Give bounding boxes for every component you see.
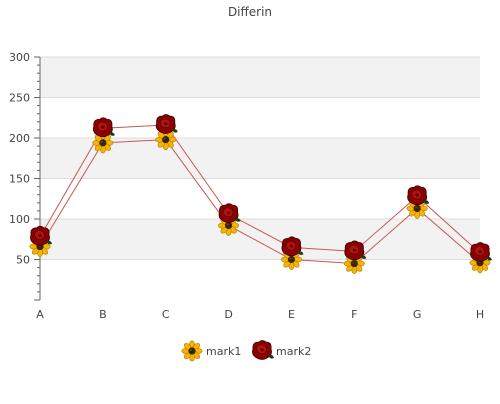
y-tick-label: 300 (9, 51, 30, 64)
y-tick-label: 100 (9, 213, 30, 226)
chart-title: Differin (228, 5, 272, 19)
legend-rose-icon (252, 340, 275, 360)
rose-marker-icon (407, 185, 430, 206)
x-tick-label: B (99, 308, 107, 321)
grid-band (40, 219, 480, 260)
rose-marker-icon (92, 117, 116, 138)
grid-lines (40, 56, 480, 260)
x-tick-label: D (224, 308, 232, 321)
series-line-mark1 (39, 139, 481, 265)
y-tick-label: 250 (9, 92, 30, 105)
rose-marker-icon (155, 114, 179, 135)
series-lines (39, 124, 481, 265)
y-tick-label: 150 (9, 173, 30, 186)
x-tick-label: A (36, 308, 44, 321)
x-tick-label: E (288, 308, 295, 321)
x-tick-label: C (162, 308, 170, 321)
y-axis: 50 100 150 200 250 300 (9, 51, 41, 301)
y-tick-label: 200 (9, 132, 30, 145)
legend-label: mark2 (276, 345, 311, 358)
x-tick-label: G (413, 308, 422, 321)
legend-label: mark1 (206, 345, 241, 358)
plot-background-bands (40, 57, 480, 260)
x-axis: A B C D E F G H (36, 308, 484, 321)
x-tick-label: H (476, 308, 484, 321)
legend-sunflower-icon (181, 340, 203, 362)
grid-band (40, 57, 480, 98)
y-tick-label: 50 (16, 254, 30, 267)
rose-marker-icon (470, 242, 493, 263)
series-line-mark2 (39, 124, 481, 254)
x-tick-label: F (351, 308, 357, 321)
rose-marker-icon (218, 203, 242, 224)
grid-band (40, 138, 480, 179)
legend: mark1 mark2 (181, 340, 311, 362)
